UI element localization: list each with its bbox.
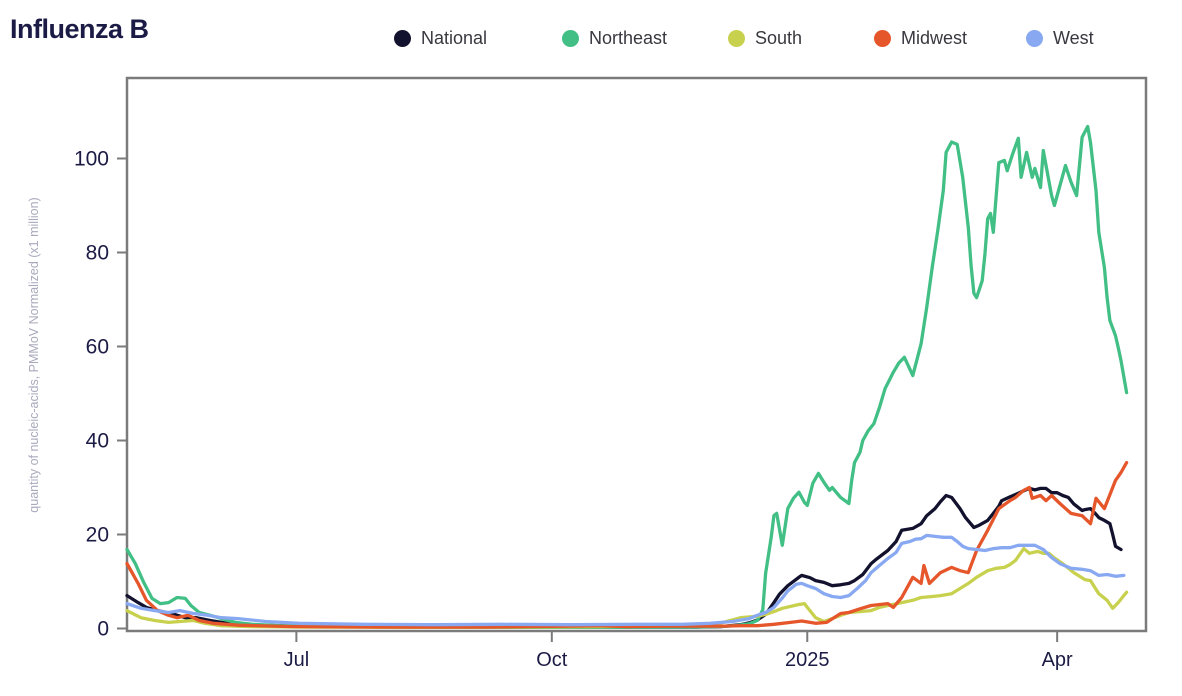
x-tick-label: Oct xyxy=(536,649,568,671)
legend-item-northeast[interactable]: Northeast xyxy=(562,28,667,49)
chart-header: Influenza B National Northeast South Mid… xyxy=(0,0,1182,68)
series-line-national xyxy=(125,486,1123,629)
y-tick-label: 100 xyxy=(74,148,109,171)
legend-item-midwest[interactable]: Midwest xyxy=(874,28,967,49)
y-axis-label: quantity of nucleic-acids, PMMoV Normali… xyxy=(27,197,41,512)
series-line-south xyxy=(125,546,1129,629)
chart-title: Influenza B xyxy=(10,14,149,44)
legend-dot-south-icon xyxy=(728,30,745,47)
legend-label-midwest: Midwest xyxy=(901,28,968,48)
legend-item-national[interactable]: National xyxy=(394,28,487,49)
legend-label-west: West xyxy=(1053,28,1094,48)
legend-dot-northeast-icon xyxy=(562,30,579,47)
legend-label-south: South xyxy=(755,28,803,48)
legend-dot-national-icon xyxy=(394,30,411,47)
plot-border xyxy=(125,76,1148,633)
series-line-midwest xyxy=(125,460,1129,629)
series-line-west xyxy=(125,533,1126,627)
legend-dot-midwest-icon xyxy=(874,30,891,47)
legend-item-south[interactable]: South xyxy=(728,28,802,49)
legend-dot-west-icon xyxy=(1026,30,1043,47)
x-tick-label: 2025 xyxy=(785,649,830,671)
y-tick-label: 20 xyxy=(86,524,109,547)
y-tick-label: 40 xyxy=(86,430,109,453)
y-tick-label: 0 xyxy=(97,618,109,641)
y-tick-label: 60 xyxy=(86,336,109,359)
y-tick-label: 80 xyxy=(86,242,109,265)
legend-label-national: National xyxy=(421,28,488,48)
x-tick-label: Apr xyxy=(1042,649,1073,671)
legend-label-northeast: Northeast xyxy=(589,28,668,48)
x-tick-label: Jul xyxy=(284,649,310,671)
legend-item-west[interactable]: West xyxy=(1026,28,1094,49)
